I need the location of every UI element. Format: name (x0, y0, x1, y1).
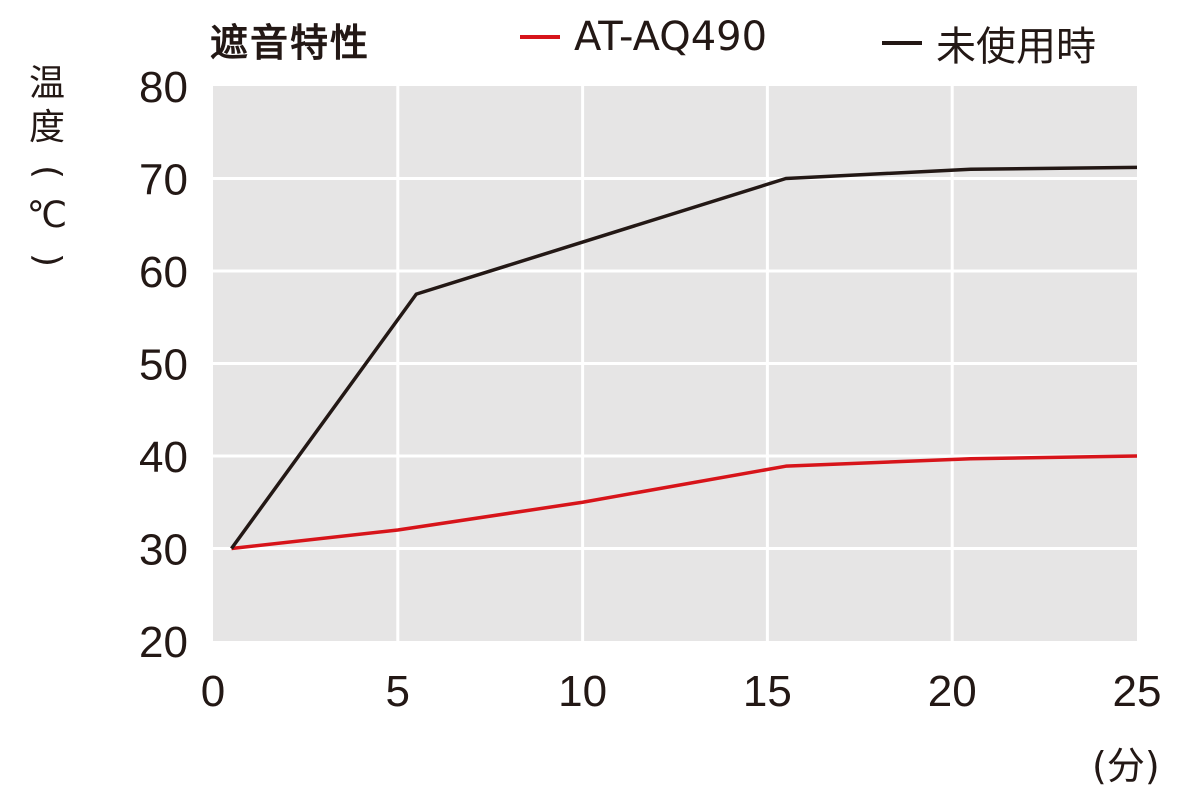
y-axis-ticks: 20 30 40 50 60 70 80 (139, 63, 188, 667)
x-tick-label: 0 (201, 667, 225, 716)
y-axis-label-char: 度 (28, 107, 65, 148)
x-tick-label: 5 (386, 667, 410, 716)
y-axis-label: 温度 ( ℃) (22, 62, 72, 282)
y-axis-label-char: ℃ (26, 195, 68, 236)
y-tick-label: 20 (139, 618, 188, 667)
legend-swatch-red (520, 35, 560, 39)
legend-item-unused: 未使用時 (882, 14, 1096, 72)
legend-swatch-black (882, 41, 922, 45)
gridlines (213, 86, 1137, 641)
x-axis-ticks: 0 5 10 15 20 25 (201, 667, 1162, 716)
series-line-1 (231, 454, 1138, 551)
y-axis-label-char: 温 (28, 63, 65, 104)
y-tick-label: 40 (139, 433, 188, 482)
y-tick-label: 30 (139, 526, 188, 575)
x-tick-label: 25 (1113, 667, 1162, 716)
x-axis-unit: (分) (1092, 744, 1160, 788)
x-tick-label: 15 (743, 667, 792, 716)
series-line-2 (230, 165, 1138, 550)
y-axis-label-char: ) (27, 252, 68, 268)
legend-label: 未使用時 (936, 24, 1096, 70)
y-tick-label: 80 (139, 63, 188, 112)
y-tick-label: 70 (139, 156, 188, 205)
legend-label: AT-AQ490 (574, 14, 768, 60)
chart-title: 遮音特性 (210, 21, 371, 65)
x-tick-label: 20 (928, 667, 977, 716)
series-lines (230, 165, 1138, 551)
y-tick-label: 50 (139, 341, 188, 390)
y-tick-label: 60 (139, 248, 188, 297)
legend-item-at-aq490: AT-AQ490 (520, 14, 767, 60)
y-axis-label-char: ( (27, 164, 68, 180)
x-tick-label: 10 (558, 667, 607, 716)
